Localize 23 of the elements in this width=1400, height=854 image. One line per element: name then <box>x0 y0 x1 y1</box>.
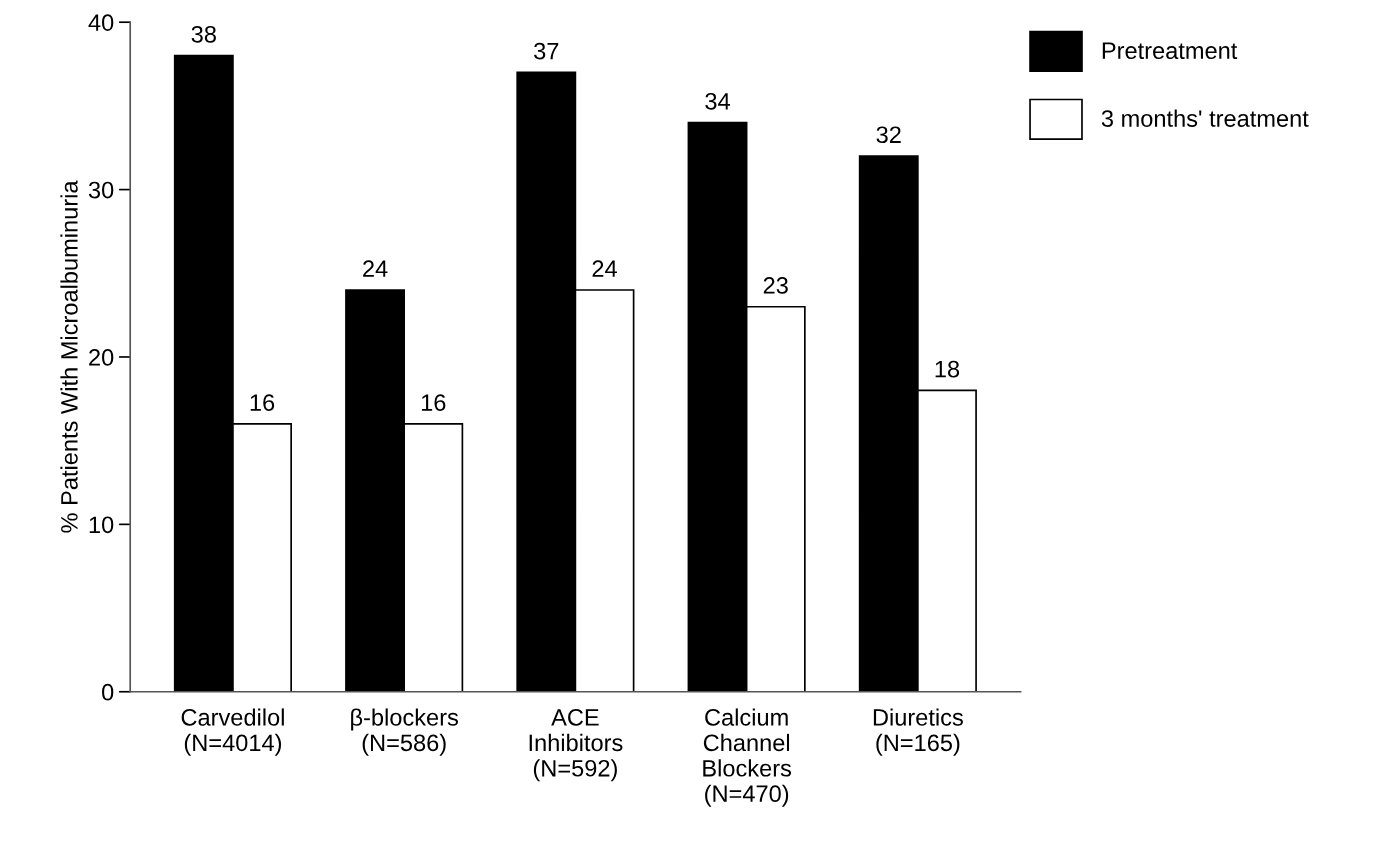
x-tick-label: β-blockers (N=586) <box>351 708 458 756</box>
x-tick-label: ACE Inhibitors (N=592) <box>529 709 623 782</box>
data-label: 16 <box>250 394 275 411</box>
x-tick-label: Diuretics (N=165) <box>873 708 963 756</box>
data-label: 18 <box>935 360 960 378</box>
y-tick-label: 0 <box>102 683 114 701</box>
data-label: 37 <box>534 42 559 60</box>
y-tick-label: 30 <box>88 181 114 199</box>
data-label: 24 <box>363 260 388 277</box>
y-tick-label: 20 <box>89 349 114 366</box>
y-tick-label: 40 <box>88 14 114 31</box>
x-tick-label: Carvedilol (N=4014) <box>181 708 284 756</box>
data-label: 34 <box>705 92 730 110</box>
data-label: 24 <box>592 260 617 277</box>
legend-label: Pretreatment <box>1102 42 1238 60</box>
legend-label: 3 months' treatment <box>1101 109 1309 127</box>
data-label: 16 <box>421 394 446 411</box>
data-label: 32 <box>876 126 901 144</box>
y-axis-title: % Patients With Microalbuminuria <box>60 180 78 533</box>
x-tick-label: Calcium Channel Blockers (N=470) <box>703 708 792 807</box>
data-label: 23 <box>763 277 788 294</box>
data-label: 38 <box>191 25 216 43</box>
y-tick-label: 10 <box>89 516 114 534</box>
